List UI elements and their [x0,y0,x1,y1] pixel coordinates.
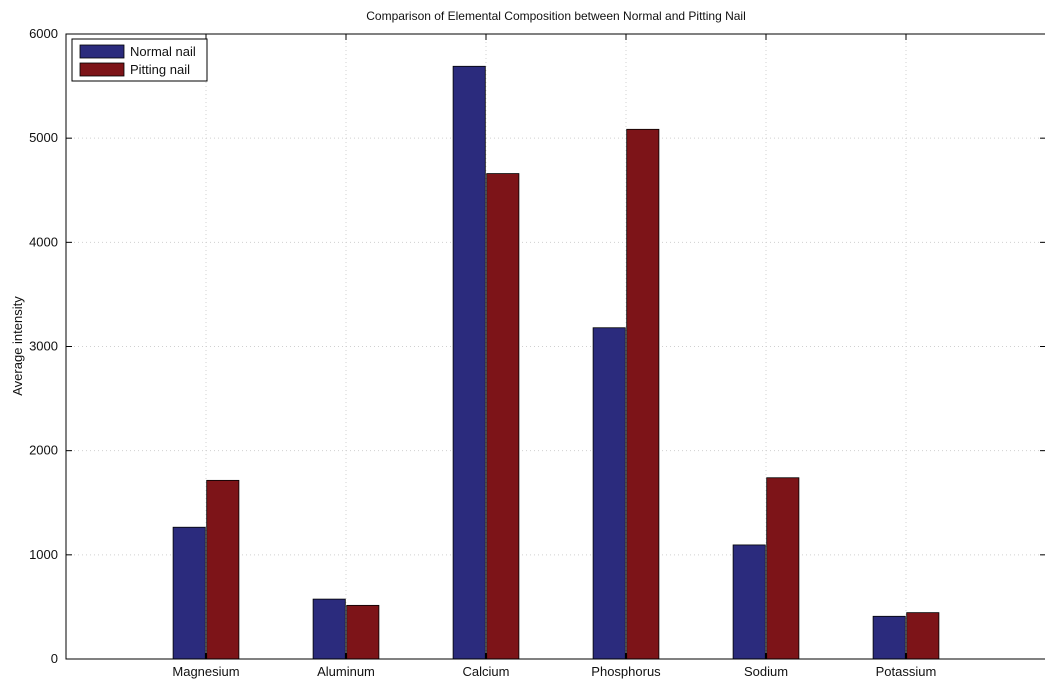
y-axis-label: Average intensity [10,296,25,396]
x-tick-label: Potassium [876,664,937,679]
y-tick-label: 2000 [29,443,58,458]
x-tick-label: Aluminum [317,664,375,679]
bar-normal-nail-potassium [872,615,906,660]
bar-pitting-nail-sodium [766,477,800,660]
legend-swatch-pitting-nail [79,62,125,77]
bar-pitting-nail-magnesium [206,479,240,660]
legend-label-pitting-nail: Pitting nail [130,62,190,77]
y-tick-label: 5000 [29,130,58,145]
bar-pitting-nail-calcium [486,173,520,660]
chart-title: Comparison of Elemental Composition betw… [366,9,746,23]
bar-normal-nail-sodium [732,544,766,660]
bar-pitting-nail-phosphorus [626,128,660,660]
bars-layer [172,65,940,660]
legend: Normal nail Pitting nail [71,38,208,82]
bar-pitting-nail-potassium [906,612,940,660]
bar-normal-nail-calcium [452,65,486,660]
y-tick-label: 3000 [29,339,58,354]
bar-pitting-nail-aluminum [346,604,380,660]
legend-swatch-normal-nail [79,44,125,59]
ticks-layer: 0 1000 2000 3000 4000 5000 6000 Magnesium Alumin… [29,26,1045,679]
y-tick-label: 4000 [29,234,58,249]
grid-layer [66,34,1045,659]
y-tick-label: 6000 [29,26,58,41]
legend-label-normal-nail: Normal nail [130,44,196,59]
x-tick-label: Magnesium [172,664,239,679]
x-tick-label: Calcium [463,664,510,679]
bar-normal-nail-magnesium [172,526,206,660]
y-tick-label: 1000 [29,547,58,562]
bar-normal-nail-aluminum [312,598,346,660]
y-tick-label: 0 [51,651,58,666]
x-tick-label: Sodium [744,664,788,679]
bar-normal-nail-phosphorus [592,327,626,660]
x-tick-label: Phosphorus [591,664,661,679]
